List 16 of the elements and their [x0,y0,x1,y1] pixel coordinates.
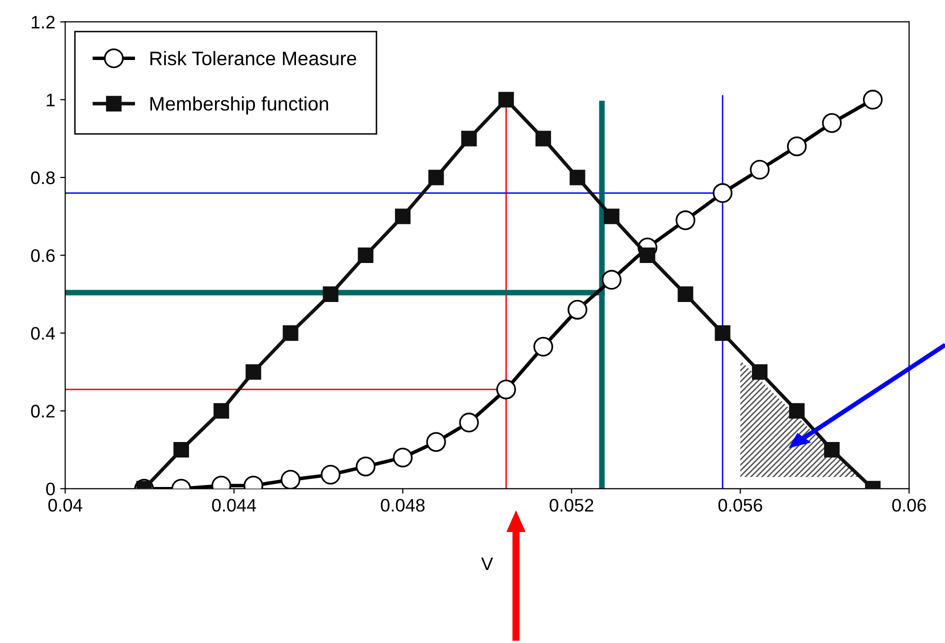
x-tick-label: 0.06 [892,498,926,512]
y-tick-label: 1 [46,94,55,106]
legend-label: Membership function [150,96,328,115]
x-tick-label: 0.052 [550,498,594,512]
legend-label: Risk Tolerance Measure [150,51,356,66]
x-tick-label: 0.048 [380,498,425,512]
y-tick-label: 1.2 [32,16,55,28]
y-tick-label: 0.4 [31,327,55,340]
x-tick-label: 0.056 [718,498,762,512]
x-axis-title: V [481,558,494,570]
x-tick-label: 0.044 [212,498,256,512]
y-tick-label: 0 [46,482,55,496]
y-tick-label: 0.6 [31,249,55,262]
y-tick-label: 0.8 [31,171,55,184]
y-tick-label: 0.2 [31,404,55,418]
x-tick-label: 0.04 [48,498,82,512]
